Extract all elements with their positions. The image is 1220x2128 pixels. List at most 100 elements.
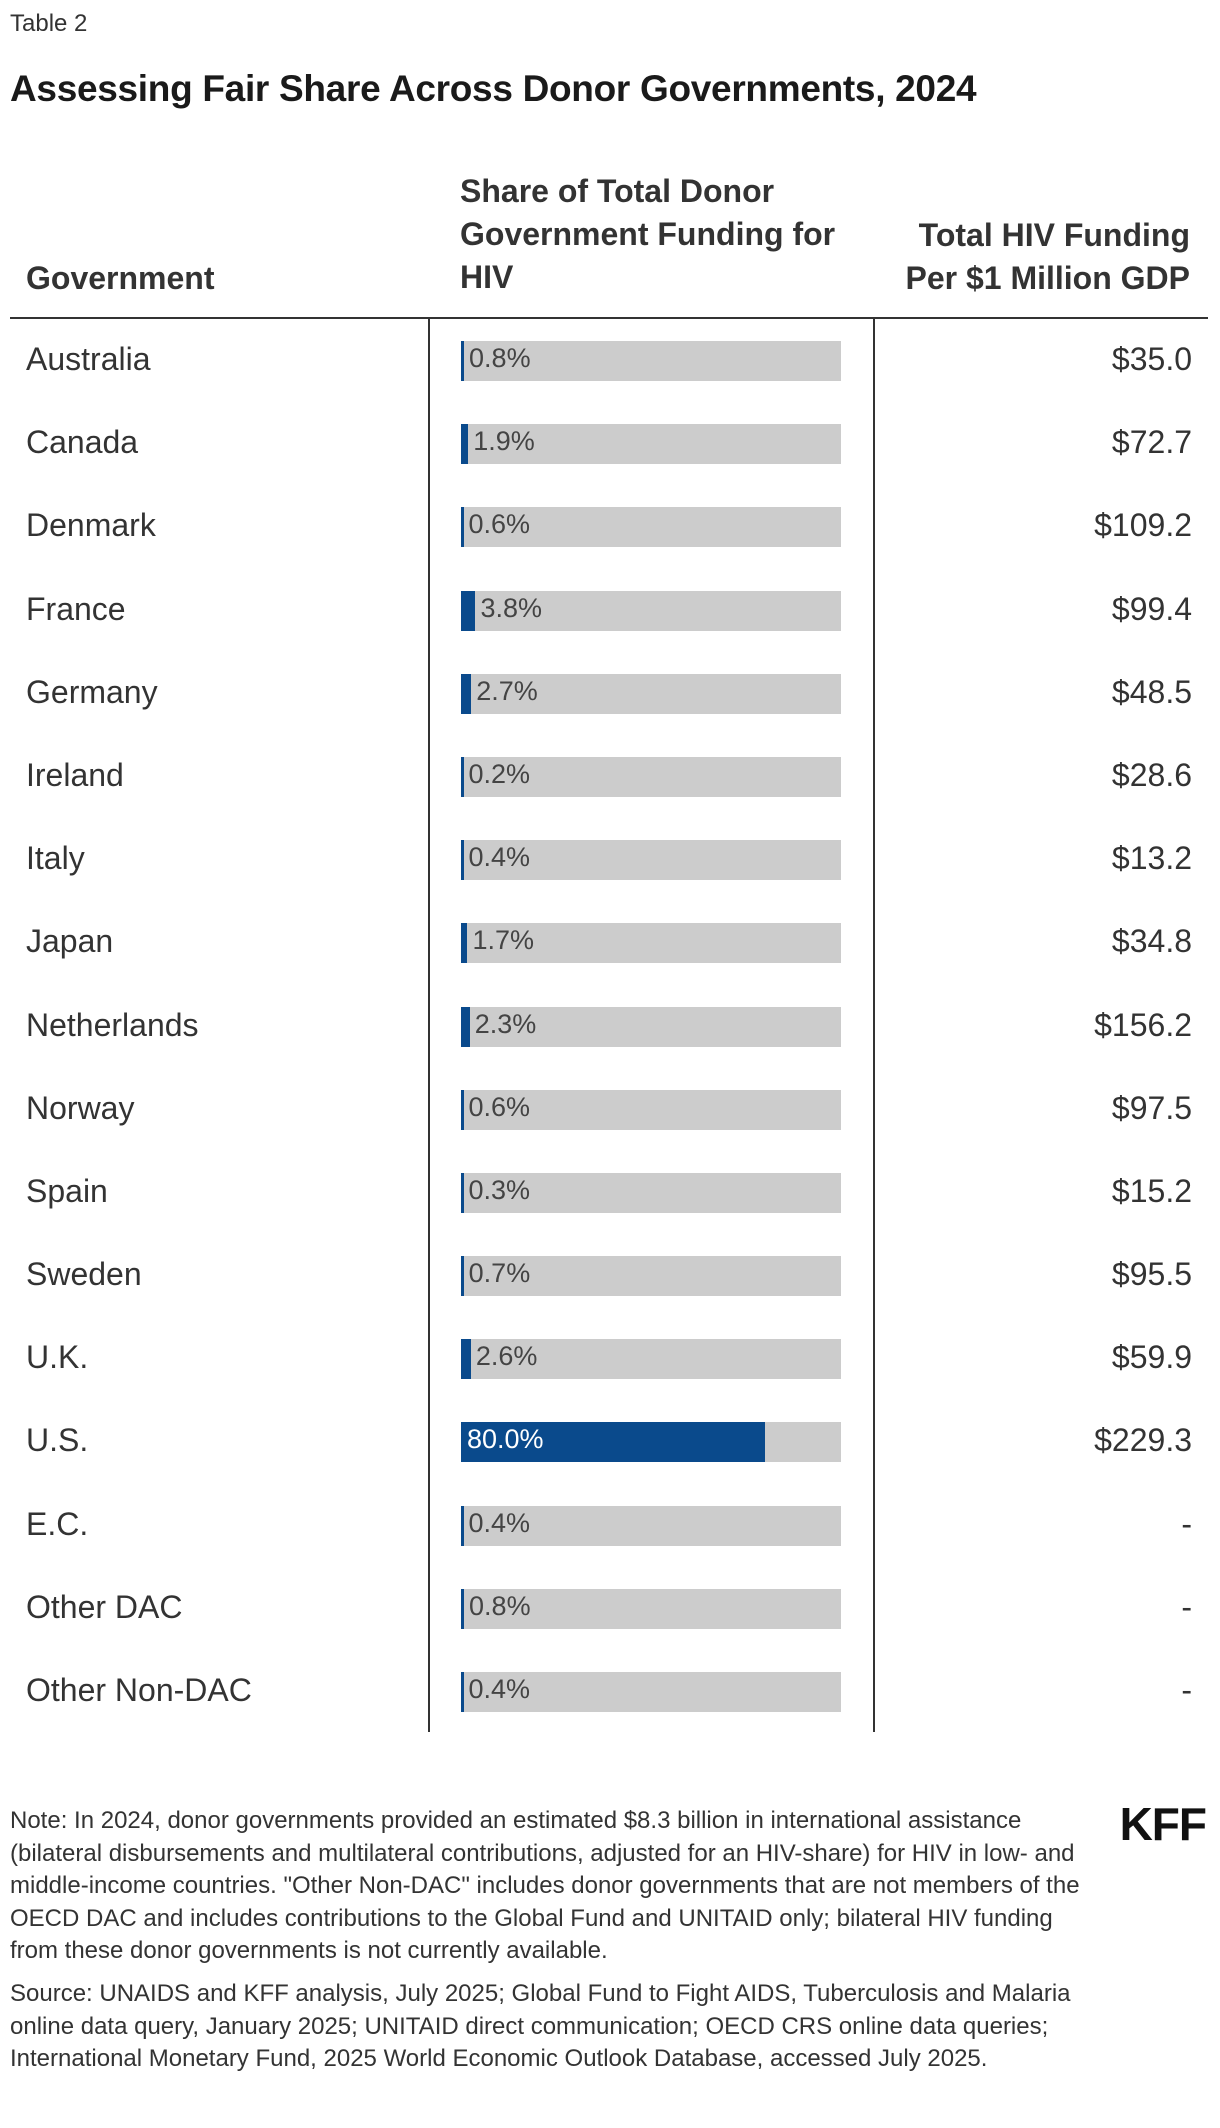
share-bar-track — [461, 673, 841, 714]
share-label: 2.7% — [476, 675, 538, 706]
share-bar — [461, 1339, 471, 1380]
government-name: Other DAC — [26, 1588, 183, 1625]
government-name: U.K. — [26, 1339, 89, 1376]
share-label: 0.4% — [468, 842, 531, 873]
table-body: Australia 0.8% $35.0 Canada 1.9% $72.7 Denmark… — [0, 319, 1220, 1733]
share-bar — [461, 1256, 464, 1297]
table-row: Australia 0.8% $35.0 — [0, 319, 1220, 402]
share-label: 1.9% — [473, 426, 535, 457]
table-title: Assessing Fair Share Across Donor Govern… — [10, 68, 977, 109]
government-name: Ireland — [26, 756, 124, 793]
share-bar — [461, 424, 469, 465]
share-bar — [461, 1172, 464, 1213]
government-name: Spain — [26, 1172, 108, 1209]
column-header-total-line: Total HIV Funding — [918, 217, 1190, 253]
share-bar — [461, 1672, 464, 1712]
share-bar — [461, 1006, 470, 1047]
table-row: Other DAC 0.8% - — [0, 1567, 1220, 1650]
total-hiv-funding: - — [1181, 1672, 1192, 1708]
share-bar-track — [461, 1339, 841, 1380]
total-hiv-funding: - — [1181, 1588, 1192, 1625]
total-hiv-funding: $35.0 — [1111, 341, 1192, 377]
government-name: Germany — [26, 673, 158, 710]
share-bar-track — [461, 1588, 841, 1629]
column-header-total-line: Per $1 Million GDP — [905, 260, 1190, 296]
government-name: Canada — [26, 424, 139, 461]
share-bar — [461, 1422, 765, 1463]
column-header-share: Share of Total Donor Government Funding … — [460, 170, 880, 299]
source-text: Source: UNAIDS and KFF analysis, July 20… — [10, 1980, 1071, 2072]
column-header-share-line: Government Funding for — [460, 216, 836, 252]
total-hiv-funding: $48.5 — [1111, 673, 1192, 710]
table-row: Norway 0.6% $97.5 — [0, 1068, 1220, 1151]
table-row: Sweden 0.7% $95.5 — [0, 1234, 1220, 1317]
government-name: E.C. — [26, 1505, 89, 1542]
share-bar — [461, 923, 468, 964]
share-bar-track — [461, 1672, 841, 1712]
column-header-share-line: Share of Total Donor — [460, 173, 775, 209]
column-divider — [428, 319, 430, 1732]
share-bar-track — [461, 756, 841, 797]
table-row: Other Non-DAC 0.4% - — [0, 1650, 1220, 1733]
government-name: U.S. — [26, 1422, 89, 1459]
share-label: 3.8% — [480, 592, 542, 623]
government-name: Japan — [26, 923, 114, 960]
share-label: 0.7% — [468, 1258, 531, 1289]
government-name: Norway — [26, 1089, 135, 1126]
share-bar-track — [461, 424, 841, 465]
total-hiv-funding: $229.3 — [1094, 1422, 1192, 1459]
table-row: U.K. 2.6% $59.9 — [0, 1317, 1220, 1400]
column-header-share-line: HIV — [460, 259, 514, 295]
table-row: U.S. 80.0% $229.3 — [0, 1400, 1220, 1483]
total-hiv-funding: $97.5 — [1111, 1089, 1192, 1126]
share-bar — [461, 1089, 464, 1130]
share-label: 1.7% — [472, 925, 534, 956]
total-hiv-funding: $59.9 — [1111, 1339, 1192, 1376]
share-bar — [461, 756, 464, 797]
table-row: Spain 0.3% $15.2 — [0, 1151, 1220, 1234]
total-hiv-funding: - — [1181, 1505, 1192, 1542]
total-hiv-funding: $99.4 — [1111, 590, 1192, 627]
government-name: Netherlands — [26, 1006, 199, 1043]
table-row: Japan 1.7% $34.8 — [0, 901, 1220, 984]
table-row: Italy 0.4% $13.2 — [0, 818, 1220, 901]
share-label: 80.0% — [467, 1424, 544, 1455]
header-rule — [10, 317, 1208, 319]
table-row: E.C. 0.4% - — [0, 1484, 1220, 1567]
share-bar-track — [461, 1006, 841, 1047]
total-hiv-funding: $109.2 — [1094, 507, 1192, 544]
share-bar — [461, 673, 472, 714]
share-label: 0.6% — [468, 1091, 531, 1122]
table-number: Table 2 — [10, 10, 88, 37]
column-divider — [873, 319, 875, 1732]
share-label: 0.6% — [468, 509, 531, 540]
share-label: 2.3% — [474, 1008, 537, 1039]
share-bar-track — [461, 1256, 841, 1297]
total-hiv-funding: $13.2 — [1111, 840, 1192, 877]
share-bar-track — [461, 507, 841, 548]
share-bar — [461, 341, 465, 381]
share-bar-track — [461, 840, 841, 881]
share-label: 0.4% — [468, 1674, 531, 1704]
government-name: Denmark — [26, 507, 156, 544]
total-hiv-funding: $28.6 — [1111, 756, 1192, 793]
share-label: 2.6% — [475, 1341, 538, 1372]
kff-logo: KFF — [1119, 1798, 1207, 1850]
table-row: Ireland 0.2% $28.6 — [0, 735, 1220, 818]
total-hiv-funding: $156.2 — [1094, 1006, 1192, 1043]
share-bar-track — [461, 1505, 841, 1546]
share-label: 0.8% — [469, 1590, 531, 1621]
government-name: Italy — [26, 840, 85, 877]
share-bar-track — [461, 923, 841, 964]
share-bar-track — [461, 1172, 841, 1213]
government-name: France — [26, 590, 126, 627]
share-label: 0.8% — [469, 343, 531, 373]
share-bar-track — [461, 341, 841, 381]
share-label: 0.4% — [468, 1507, 531, 1538]
share-label: 0.3% — [468, 1174, 531, 1205]
share-bar — [461, 590, 476, 631]
table-row: Germany 2.7% $48.5 — [0, 652, 1220, 735]
share-bar — [461, 1588, 465, 1629]
share-bar — [461, 507, 464, 548]
column-header-government: Government — [26, 260, 215, 296]
